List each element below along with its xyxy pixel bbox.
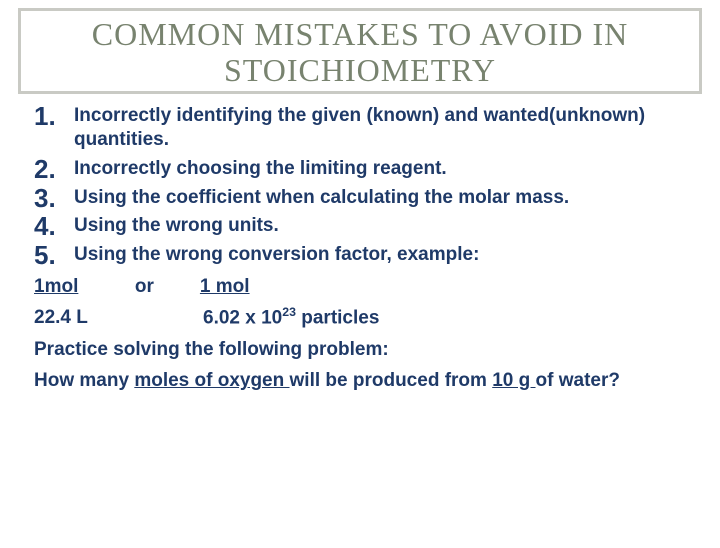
slide-title: COMMON MISTAKES TO AVOID IN STOICHIOMETR… [31,17,689,89]
conversion-a-top: 1mol [34,272,89,301]
conv-b-suffix: particles [296,308,379,329]
list-item: Incorrectly choosing the limiting reagen… [34,157,692,182]
q-part: of water? [536,370,620,391]
conv-a-top-text: 1mol [34,276,78,297]
title-container: COMMON MISTAKES TO AVOID IN STOICHIOMETR… [18,8,702,94]
conv-b-exp: 23 [282,305,296,319]
q-part: will be produced from [290,370,493,391]
conversion-b-bot: 6.02 x 1023 particles [203,303,379,333]
or-label: or [135,272,154,301]
conversion-factors: 1mol or 1 mol [34,272,692,301]
q-underline: 10 g [492,370,535,391]
list-item: Incorrectly identifying the given (known… [34,104,692,153]
practice-question: How many moles of oxygen will be produce… [34,366,692,395]
conversion-b-top: 1 mol [200,272,250,301]
list-item: Using the coefficient when calculating t… [34,186,692,211]
q-part: How many [34,370,134,391]
slide-body: Incorrectly identifying the given (known… [0,104,720,396]
conversion-a-bot: 22.4 L [34,303,92,333]
conv-b-prefix: 6.02 x 10 [203,308,282,329]
mistakes-list: Incorrectly identifying the given (known… [34,104,692,268]
conversion-factors-denominator: 22.4 L or 6.02 x 1023 particles [34,303,692,333]
q-underline: moles of oxygen [134,370,289,391]
list-item: Using the wrong conversion factor, examp… [34,243,692,268]
list-item: Using the wrong units. [34,214,692,239]
practice-label: Practice solving the following problem: [34,335,692,364]
